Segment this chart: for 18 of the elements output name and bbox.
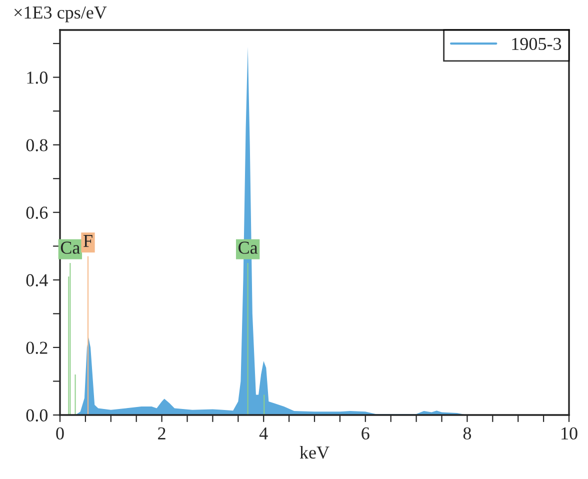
annotation: Ca: [60, 242, 80, 254]
y-tick-label: 0.0: [26, 409, 48, 422]
x-tick-label: 4: [259, 427, 268, 440]
y-axis-title: ×1E3 cps/eV: [14, 6, 107, 22]
x-tick-label: 0: [56, 427, 64, 440]
x-axis-title: keV: [300, 446, 330, 459]
legend-label: 1905-3: [512, 38, 562, 50]
y-tick-label: 0.4: [26, 274, 48, 286]
x-tick-label: 10: [562, 427, 578, 440]
x-tick-label: 6: [362, 427, 370, 440]
y-tick-label: 1.0: [27, 72, 48, 84]
x-tick-label: 8: [463, 427, 472, 440]
x-tick-label: 2: [158, 427, 166, 440]
y-tick-label: 0.8: [26, 139, 48, 152]
y-tick-label: 0.2: [26, 342, 48, 354]
y-tick-label: 0.6: [26, 206, 48, 219]
annotation: F: [83, 235, 92, 247]
annotation: Ca: [238, 242, 258, 254]
